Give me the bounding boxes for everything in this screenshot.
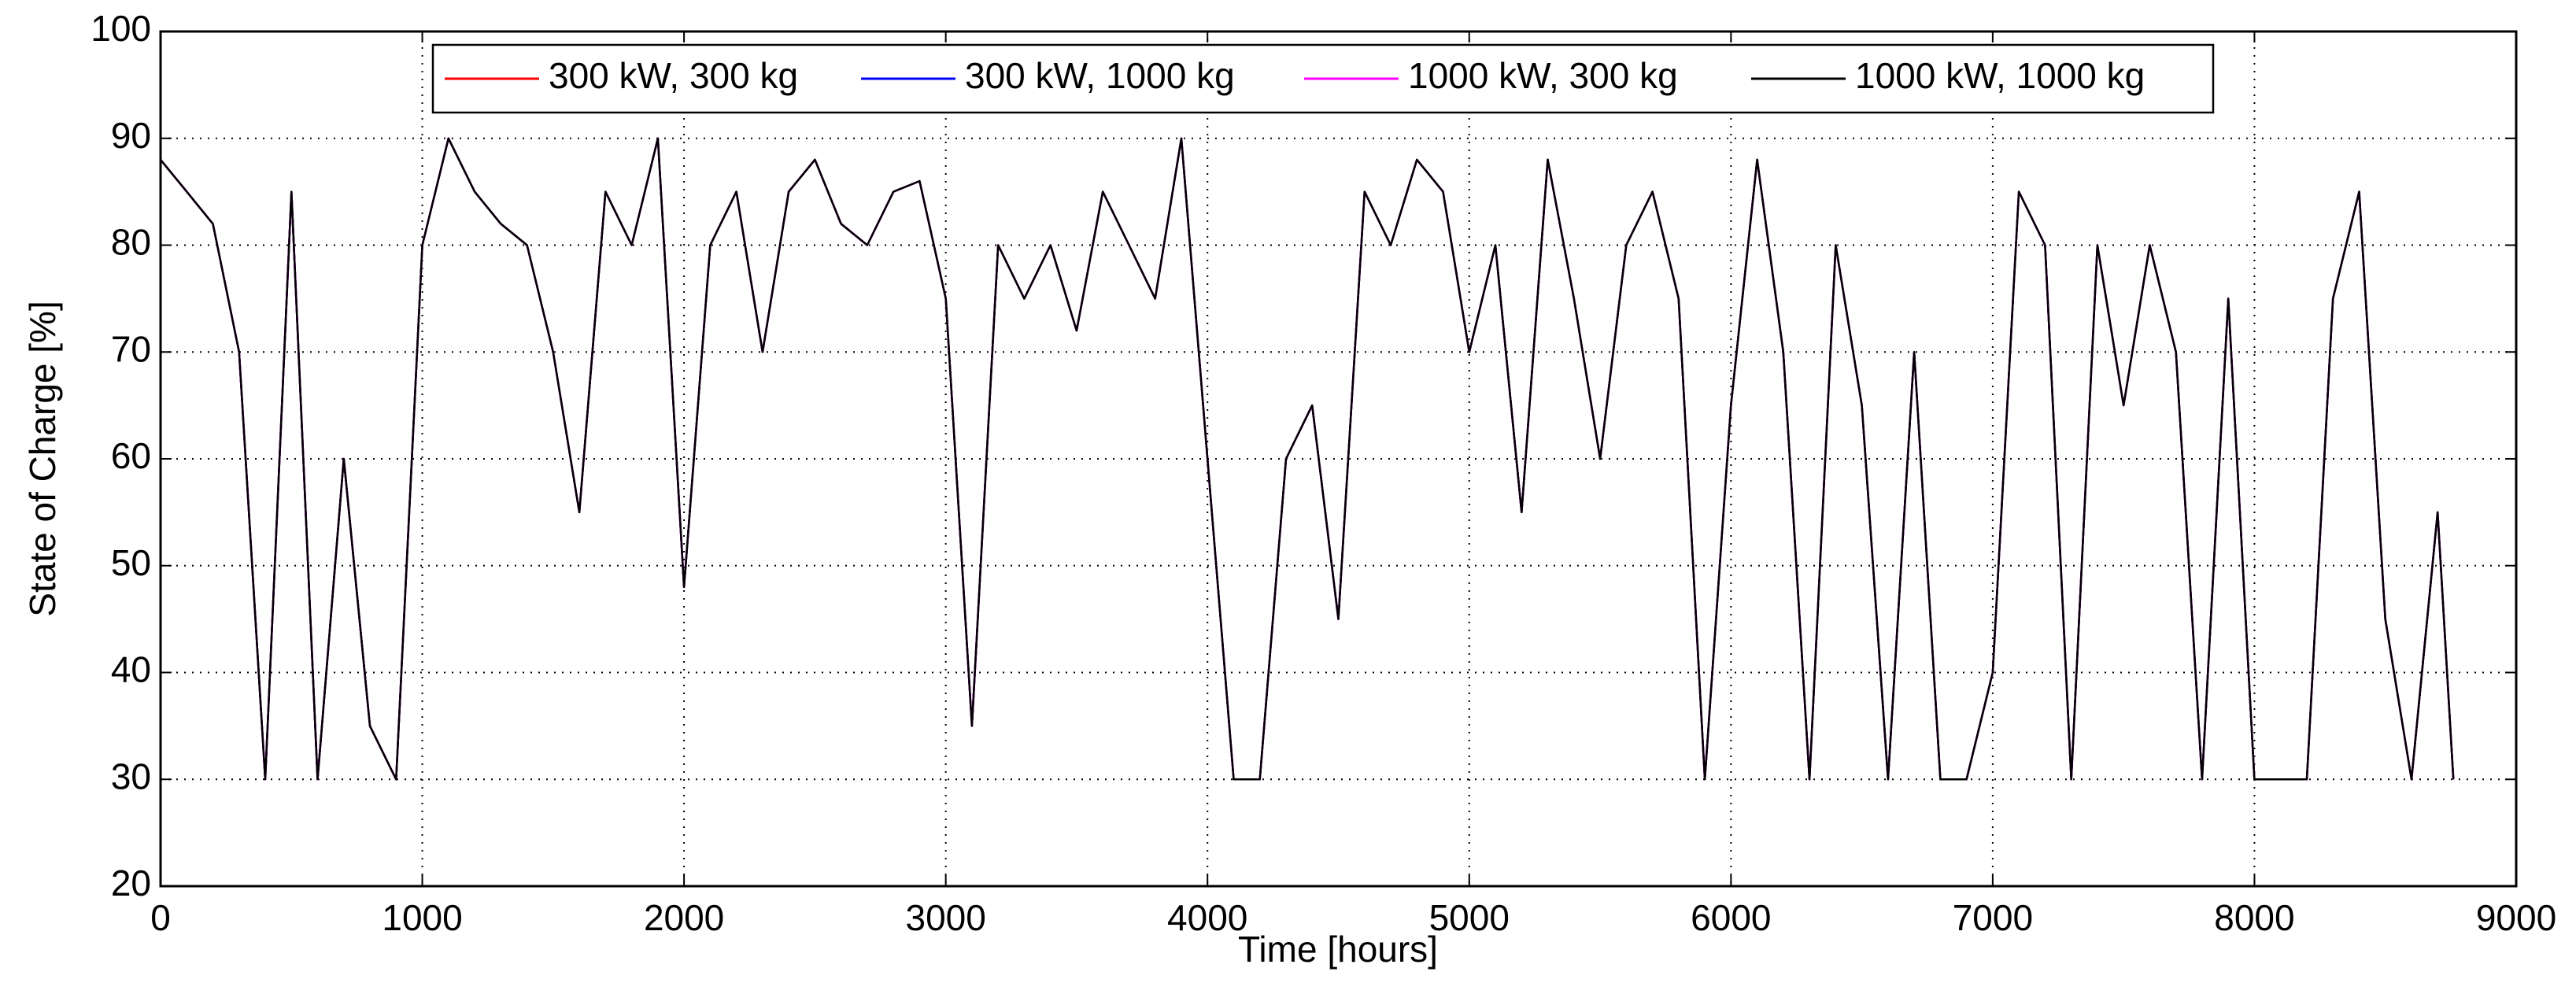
x-tick-label: 4000 xyxy=(1167,897,1247,938)
y-tick-label: 40 xyxy=(111,649,151,690)
x-axis-label: Time [hours] xyxy=(1238,929,1438,970)
y-tick-label: 60 xyxy=(111,435,151,476)
x-tick-label: 0 xyxy=(150,897,171,938)
legend-label: 1000 kW, 300 kg xyxy=(1408,55,1678,96)
y-axis-label: State of Charge [%] xyxy=(22,301,63,616)
x-tick-label: 9000 xyxy=(2476,897,2556,938)
x-tick-label: 3000 xyxy=(905,897,985,938)
legend-label: 300 kW, 300 kg xyxy=(549,55,798,96)
x-tick-label: 5000 xyxy=(1429,897,1510,938)
series-line xyxy=(160,137,2455,781)
plot-frame xyxy=(159,30,2518,888)
x-tick-label: 6000 xyxy=(1691,897,1771,938)
legend-label: 300 kW, 1000 kg xyxy=(965,55,1235,96)
x-tick-label: 1000 xyxy=(382,897,462,938)
x-tick-label: 2000 xyxy=(644,897,724,938)
y-tick-label: 30 xyxy=(111,756,151,796)
y-tick-label: 100 xyxy=(91,8,151,49)
y-tick-label: 90 xyxy=(111,115,151,156)
y-tick-label: 80 xyxy=(111,222,151,263)
x-tick-label: 7000 xyxy=(1953,897,2033,938)
y-tick-label: 70 xyxy=(111,328,151,369)
legend-label: 1000 kW, 1000 kg xyxy=(1855,55,2145,96)
y-tick-label: 50 xyxy=(111,542,151,583)
y-tick-label: 20 xyxy=(111,863,151,903)
x-tick-label: 8000 xyxy=(2214,897,2294,938)
